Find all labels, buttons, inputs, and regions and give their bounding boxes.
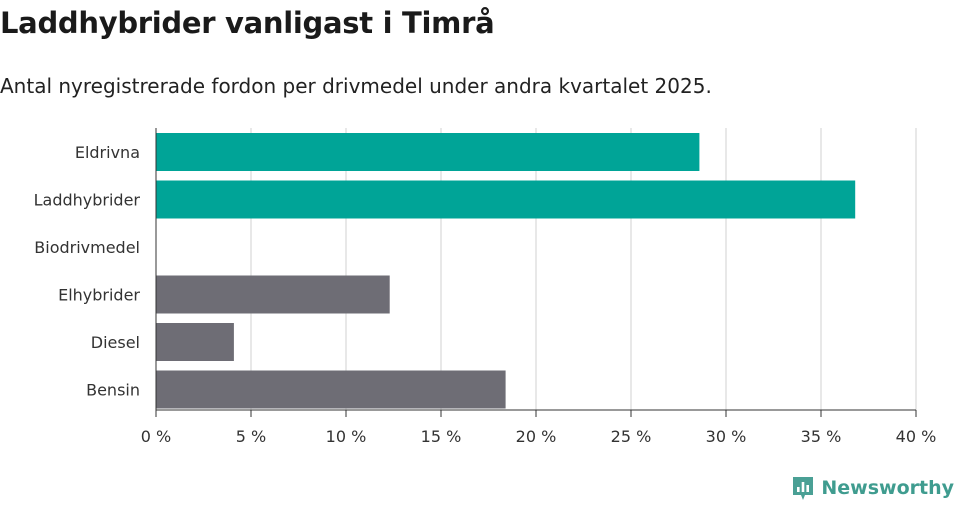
bar-chart: Eldrivna Laddhybrider Biodrivmedel Elhybrid… — [34, 128, 937, 446]
x-tick-label: 10 % — [326, 427, 367, 446]
category-label: Biodrivmedel — [34, 238, 140, 257]
bars — [156, 133, 856, 409]
x-tick-label: 0 % — [141, 427, 171, 446]
x-tick-label: 25 % — [611, 427, 652, 446]
x-tick-label: 5 % — [236, 427, 266, 446]
x-tick-label: 40 % — [896, 427, 937, 446]
brand-name: Newsworthy — [821, 477, 954, 499]
bar — [156, 180, 856, 219]
x-axis: 0 % 5 % 10 % 15 % 20 % 25 % 30 % 35 % 40 % — [141, 128, 937, 446]
category-labels: Eldrivna Laddhybrider Biodrivmedel Elhybrid… — [34, 143, 141, 400]
category-label: Diesel — [91, 333, 140, 352]
x-tick-label: 30 % — [706, 427, 747, 446]
bar — [156, 275, 390, 314]
x-tick-label: 35 % — [801, 427, 842, 446]
category-label: Elhybrider — [58, 286, 140, 305]
category-label: Bensin — [86, 381, 140, 400]
chart-title: Laddhybrider vanligast i Timrå — [0, 6, 495, 40]
category-label: Eldrivna — [75, 143, 140, 162]
category-label: Laddhybrider — [34, 191, 141, 210]
newsworthy-logo-icon — [793, 477, 814, 500]
chart-subtitle: Antal nyregistrerade fordon per drivmede… — [0, 74, 712, 98]
bar — [156, 133, 700, 171]
bar — [156, 370, 506, 409]
grid-lines — [250, 128, 917, 410]
bar — [156, 323, 234, 361]
x-tick-label: 15 % — [421, 427, 462, 446]
x-tick-label: 20 % — [516, 427, 557, 446]
newsworthy-logo: Newsworthy — [791, 475, 954, 501]
